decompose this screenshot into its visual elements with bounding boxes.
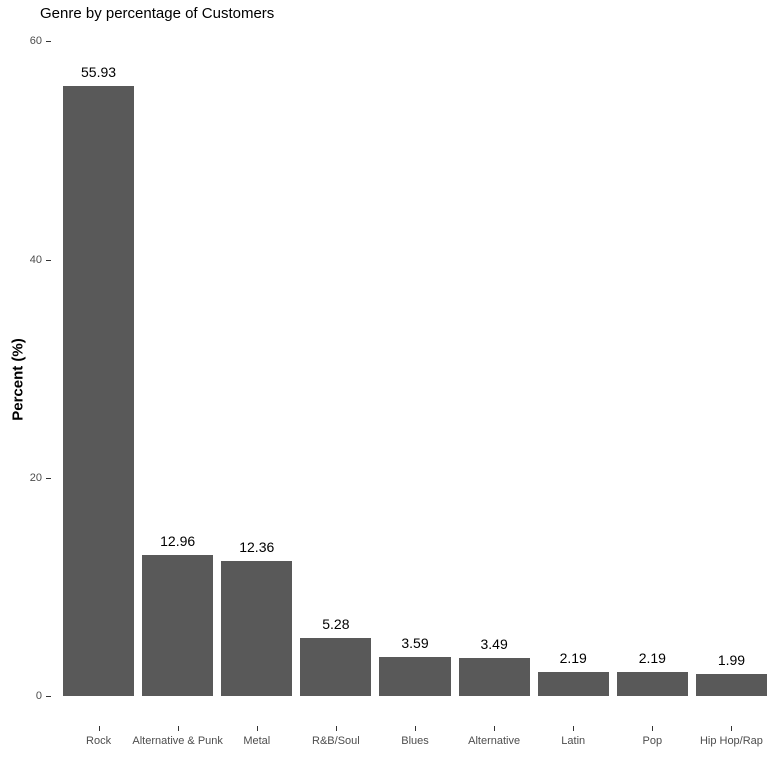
x-tick-mark [335,726,337,731]
x-tick-label: Latin [561,735,586,747]
bar-value-label: 55.93 [81,63,117,80]
x-tick-mark [415,726,416,731]
y-tick-mark [46,696,51,697]
bar-rock [62,85,135,696]
x-tick-mark [573,726,575,731]
bar-blues [379,656,451,696]
x-tick-label: Hip Hop/Rap [699,735,763,747]
x-tick-mark [731,726,733,731]
bar-value-label: 2.19 [638,650,666,667]
chart-title: Genre by percentage of Customers [40,5,275,22]
bar-value-label: 12.36 [239,539,275,556]
x-tick-label: Rock [86,735,112,747]
x-tick-label: R&B/Soul [312,735,360,747]
y-tick-label: 60 [29,35,42,48]
y-tick-label: 40 [29,253,42,266]
bar-pop [616,672,688,696]
y-tick-mark [46,259,51,261]
x-tick-label: Metal [243,735,271,747]
x-tick-label: Alternative [468,735,521,747]
bar-value-label: 12.96 [160,532,196,549]
x-tick-label: Blues [401,735,429,747]
x-tick-label: Pop [642,735,663,747]
bar-metal [221,561,293,696]
bar-hip-hop-rap [695,674,768,696]
x-tick-mark [256,726,258,731]
y-tick-label: 20 [29,471,42,484]
x-tick-label: Alternative & Punk [132,735,223,747]
y-tick-mark [46,477,51,479]
bar-alternative-punk [142,554,214,696]
bar-alternative [458,657,530,696]
x-tick-mark [652,726,654,731]
bar-r-b-soul [300,638,372,696]
y-tick-label: 0 [35,690,42,702]
x-tick-mark [494,726,496,731]
y-axis-title: Percent (%) [9,338,27,421]
bar-value-label: 3.59 [401,634,429,651]
x-tick-mark [177,726,179,731]
bar-value-label: 3.49 [480,635,508,652]
bar-value-label: 5.28 [322,616,350,633]
x-tick-mark [98,726,100,731]
bar-value-label: 1.99 [717,652,746,669]
bar-latin [537,672,609,696]
bar-value-label: 2.19 [559,650,587,667]
y-tick-mark [46,41,51,43]
